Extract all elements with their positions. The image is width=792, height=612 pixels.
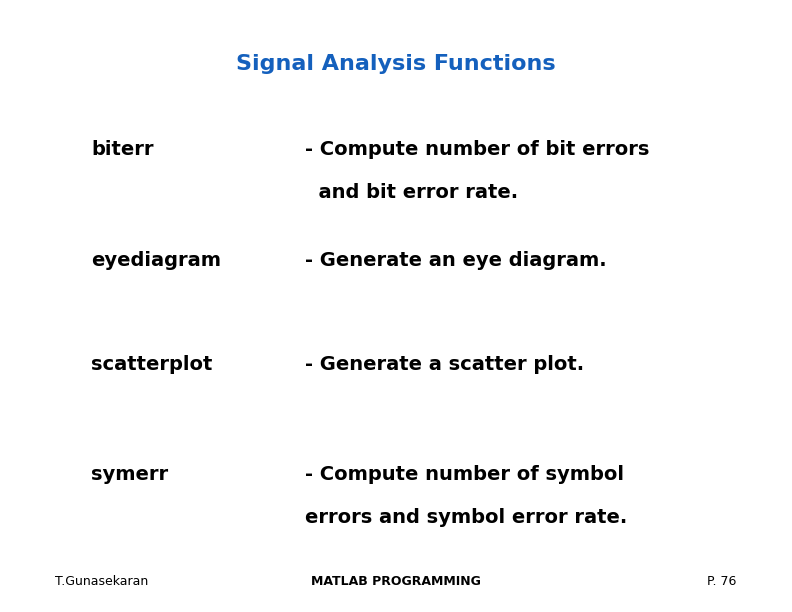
Text: - Generate a scatter plot.: - Generate a scatter plot. xyxy=(305,354,584,374)
Text: - Compute number of symbol: - Compute number of symbol xyxy=(305,465,624,484)
Text: Signal Analysis Functions: Signal Analysis Functions xyxy=(236,54,556,74)
Text: and bit error rate.: and bit error rate. xyxy=(305,183,518,203)
Text: T.Gunasekaran: T.Gunasekaran xyxy=(55,575,149,588)
Text: biterr: biterr xyxy=(91,140,154,160)
Text: - Generate an eye diagram.: - Generate an eye diagram. xyxy=(305,250,607,270)
Text: - Compute number of bit errors: - Compute number of bit errors xyxy=(305,140,649,160)
Text: symerr: symerr xyxy=(91,465,168,484)
Text: eyediagram: eyediagram xyxy=(91,250,221,270)
Text: errors and symbol error rate.: errors and symbol error rate. xyxy=(305,507,627,527)
Text: P. 76: P. 76 xyxy=(707,575,737,588)
Text: scatterplot: scatterplot xyxy=(91,354,212,374)
Text: MATLAB PROGRAMMING: MATLAB PROGRAMMING xyxy=(311,575,481,588)
